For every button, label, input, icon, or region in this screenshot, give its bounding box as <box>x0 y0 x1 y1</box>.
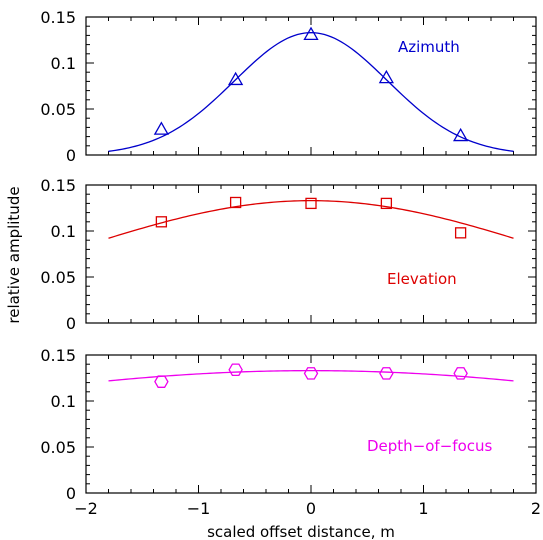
depth-of-focus-label: Depth−of−focus <box>367 437 492 455</box>
y-axis-title: relative amplitude <box>5 186 23 323</box>
elevation-data-point <box>229 196 242 209</box>
depth-of-focus-data-point <box>379 367 394 380</box>
azimuth-fit-curve <box>108 31 514 152</box>
azimuth-y-tick-label: 0.1 <box>51 54 76 73</box>
elevation-data-point <box>380 197 393 210</box>
azimuth-data-point <box>378 69 394 84</box>
azimuth-panel-frame <box>85 16 537 156</box>
depth-of-focus-data-point <box>453 367 468 380</box>
depth-of-focus-y-tick-label: 0 <box>66 484 76 503</box>
azimuth-data-point <box>228 71 244 86</box>
azimuth-data-point <box>453 127 469 142</box>
azimuth-label: Azimuth <box>398 38 460 56</box>
elevation-y-tick-label: 0.05 <box>40 268 76 287</box>
x-tick-label: −1 <box>187 499 211 518</box>
elevation-fit-curve <box>108 199 514 239</box>
depth-of-focus-y-tick-label: 0.15 <box>40 346 76 365</box>
depth-of-focus-y-tick-label: 0.1 <box>51 392 76 411</box>
azimuth-y-tick-label: 0.15 <box>40 8 76 27</box>
depth-of-focus-data-point <box>154 375 169 388</box>
azimuth-y-tick-label: 0 <box>66 146 76 165</box>
elevation-data-point <box>305 197 317 210</box>
depth-of-focus-panel-frame <box>85 354 537 494</box>
depth-of-focus-data-point <box>303 367 319 380</box>
x-tick-label: 1 <box>418 499 428 518</box>
elevation-data-point <box>454 227 467 239</box>
x-tick-label: −2 <box>74 499 98 518</box>
azimuth-y-tick-label: 0.05 <box>40 100 76 119</box>
x-tick-label: 0 <box>306 499 316 518</box>
azimuth-data-point <box>303 26 319 41</box>
elevation-data-point <box>155 216 168 228</box>
azimuth-data-point <box>153 121 169 135</box>
elevation-y-tick-label: 0.1 <box>51 222 76 241</box>
x-tick-label: 2 <box>531 499 541 518</box>
elevation-y-tick-label: 0.15 <box>40 176 76 195</box>
depth-of-focus-y-tick-label: 0.05 <box>40 438 76 457</box>
depth-of-focus-fit-curve <box>108 369 514 382</box>
x-axis-title: scaled offset distance, m <box>207 523 395 540</box>
elevation-panel-frame <box>85 184 537 324</box>
depth-of-focus-data-point <box>228 363 243 377</box>
elevation-y-tick-label: 0 <box>66 314 76 333</box>
elevation-label: Elevation <box>387 270 457 288</box>
